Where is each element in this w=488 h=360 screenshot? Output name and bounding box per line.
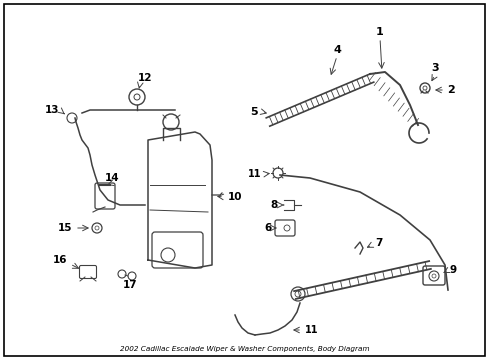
Text: 7: 7 <box>374 238 382 248</box>
Text: 1: 1 <box>375 27 383 37</box>
Text: 16: 16 <box>52 255 67 265</box>
Text: 3: 3 <box>430 63 438 73</box>
Text: 2: 2 <box>446 85 454 95</box>
Text: 11: 11 <box>305 325 318 335</box>
Text: 8: 8 <box>270 200 278 210</box>
Text: 14: 14 <box>104 173 119 183</box>
Text: 6: 6 <box>264 223 271 233</box>
Text: 11: 11 <box>247 169 261 179</box>
Text: 4: 4 <box>332 45 340 55</box>
Text: 15: 15 <box>58 223 72 233</box>
Text: 13: 13 <box>44 105 59 115</box>
Text: 5: 5 <box>250 107 258 117</box>
Text: 9: 9 <box>448 265 455 275</box>
Text: 2002 Cadillac Escalade Wiper & Washer Components, Body Diagram: 2002 Cadillac Escalade Wiper & Washer Co… <box>120 346 368 352</box>
Text: 10: 10 <box>227 192 242 202</box>
Text: 12: 12 <box>138 73 152 83</box>
Text: 17: 17 <box>122 280 137 290</box>
